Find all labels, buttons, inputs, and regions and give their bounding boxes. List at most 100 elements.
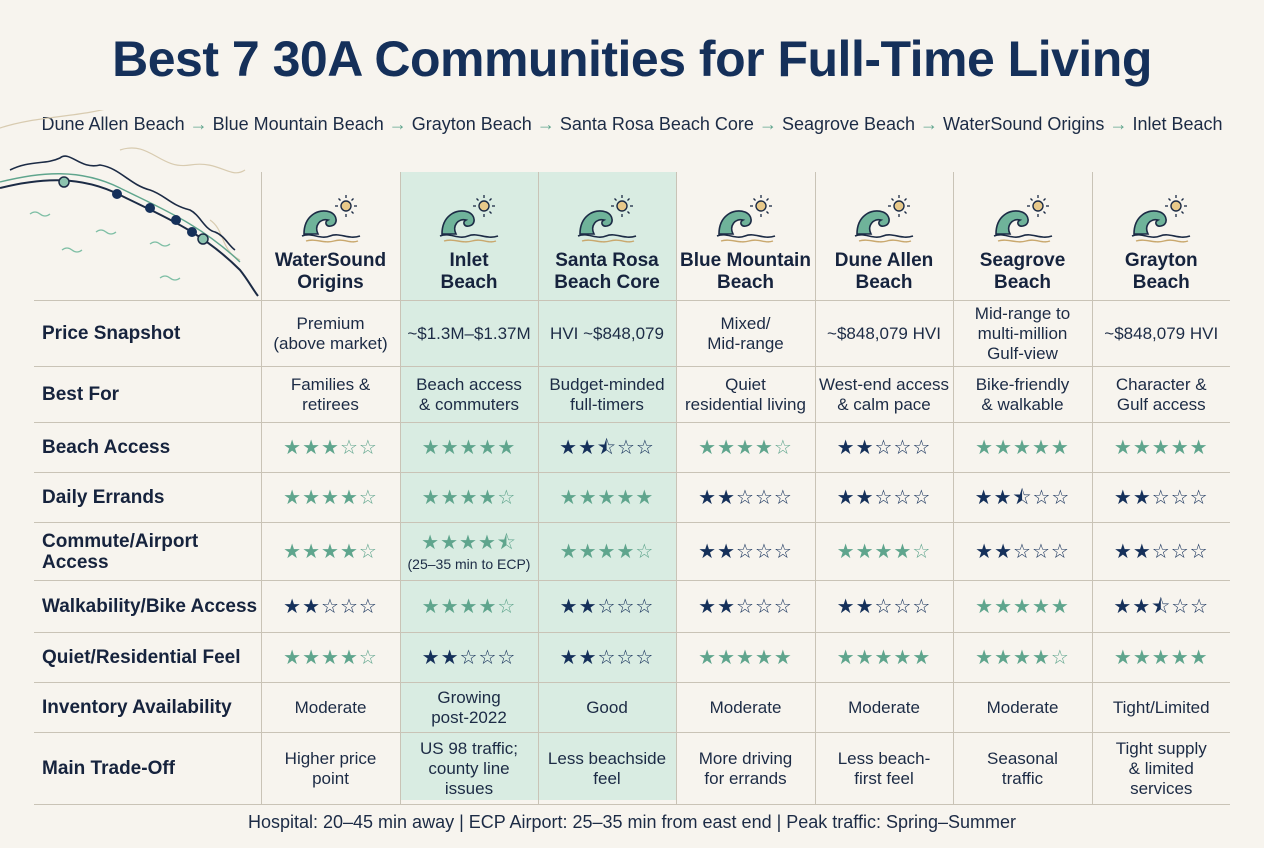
- column-title: WaterSound Origins: [274, 250, 387, 293]
- column-title: Santa Rosa Beach Core: [554, 250, 660, 293]
- rating-note: (25–35 min to ECP): [407, 555, 531, 572]
- star-rating-icon: ★★☆☆☆: [421, 644, 517, 669]
- column-header: Blue Mountain Beach: [675, 172, 815, 301]
- table-cell: Premium (above market): [260, 300, 400, 367]
- table-cell: Mixed/Mid-range: [675, 300, 815, 367]
- table-row: Inventory Availability Moderate Growing pos…: [34, 682, 1230, 733]
- table-cell: Mid-range to multi-million Gulf-view: [952, 300, 1092, 367]
- table-cell: Moderate: [814, 682, 953, 733]
- column-title: Seagrove Beach: [979, 250, 1066, 293]
- rating-cell: ★★★★☆: [260, 472, 400, 523]
- star-rating-icon: ★★⯪☆☆: [1113, 593, 1210, 618]
- column-title: Grayton Beach: [1124, 250, 1198, 293]
- rating-cell: ★★★☆☆: [260, 422, 400, 473]
- rating-cell: ★★★★☆: [260, 522, 400, 581]
- route-stop: Dune Allen Beach: [41, 114, 185, 134]
- rating-cell: ★★★★☆: [952, 632, 1092, 683]
- footer-note: Hospital: 20–45 min away | ECP Airport: …: [247, 812, 1017, 832]
- wave-sun-icon: [993, 195, 1052, 243]
- table-cell: More driving for errands: [675, 732, 815, 805]
- star-rating-icon: ★★★★★: [559, 484, 655, 509]
- rating-cell: ★★☆☆☆: [814, 422, 953, 473]
- route-stop: WaterSound Origins: [943, 114, 1105, 134]
- rating-cell: ★★☆☆☆: [1091, 522, 1230, 581]
- column-header: Seagrove Beach: [952, 172, 1092, 301]
- table-cell: Less beach-first feel: [814, 732, 953, 805]
- table-cell: HVI ~$848,079: [537, 300, 676, 367]
- rating-cell: ★★⯪☆☆: [1091, 580, 1230, 633]
- star-rating-icon: ★★★★★: [1113, 434, 1209, 459]
- rating-cell: ★★★★☆: [537, 522, 676, 581]
- table-row: Main Trade-Off Higher price point US 98 tra…: [34, 732, 1230, 805]
- rating-cell: ★★☆☆☆: [675, 580, 815, 633]
- table-cell: Budget-minded full-timers: [537, 366, 676, 423]
- rating-cell: ★★⯪☆☆: [952, 472, 1092, 523]
- star-rating-icon: ★★★★☆: [975, 644, 1070, 669]
- rating-cell: ★★☆☆☆: [537, 580, 676, 633]
- rating-cell: ★★★★★: [952, 580, 1092, 633]
- star-rating-icon: ★★★★★: [1113, 644, 1209, 669]
- rating-cell: ★★★★☆: [260, 632, 400, 683]
- star-rating-icon: ★★☆☆☆: [559, 644, 655, 669]
- star-rating-icon: ★★★★⯪: [421, 529, 517, 554]
- star-rating-icon: ★★☆☆☆: [836, 593, 932, 618]
- rating-cell: ★★★★☆: [675, 422, 815, 473]
- star-rating-icon: ★★☆☆☆: [836, 484, 932, 509]
- table-cell: Less beachside feel: [537, 732, 676, 805]
- comparison-table: WaterSound Origins Inlet Beach Santa Rosa Bea…: [34, 172, 1230, 805]
- star-rating-icon: ★★★★☆: [283, 644, 378, 669]
- route-stop: Blue Mountain Beach: [212, 114, 384, 134]
- table-cell: ~$1.3M–$1.37M: [399, 300, 538, 367]
- star-rating-icon: ★★☆☆☆: [698, 593, 793, 618]
- rating-cell: ★★★★★: [537, 472, 676, 523]
- rating-cell: ★★☆☆☆: [1091, 472, 1230, 523]
- column-header: WaterSound Origins: [260, 172, 400, 301]
- rating-cell: ★★★★⯪ (25–35 min to ECP): [399, 522, 538, 581]
- star-rating-icon: ★★★☆☆: [283, 434, 378, 459]
- rating-cell: ★★⯪☆☆: [537, 422, 676, 473]
- wave-sun-icon: [1131, 195, 1191, 243]
- table-cell: Moderate: [260, 682, 400, 733]
- route-stop: Santa Rosa Beach Core: [559, 114, 754, 134]
- column-header: Grayton Beach: [1091, 172, 1230, 301]
- rating-cell: ★★☆☆☆: [675, 522, 815, 581]
- star-rating-icon: ★★★★☆: [698, 434, 793, 459]
- route-arrow-icon: →: [536, 114, 555, 134]
- table-cell: Moderate: [675, 682, 815, 733]
- star-rating-icon: ★★★★☆: [421, 484, 517, 509]
- rating-cell: ★★★★☆: [399, 472, 538, 523]
- route-arrow-icon: →: [189, 114, 208, 134]
- page-title: Best 7 30A Communities for Full-Time Liv…: [112, 31, 1152, 87]
- row-label: Commute/Airport Access: [34, 522, 261, 581]
- star-rating-icon: ★★★★★: [975, 434, 1070, 459]
- table-row: Daily Errands ★★★★☆ ★★★★☆ ★★★★★ ★★☆☆☆ ★★☆☆☆ ★★…: [34, 472, 1230, 523]
- star-rating-icon: ★★☆☆☆: [1113, 484, 1209, 509]
- star-rating-icon: ★★⯪☆☆: [559, 434, 655, 459]
- table-cell: West-end access & calm pace: [814, 366, 953, 423]
- table-cell: Tight supply & limited services: [1091, 732, 1230, 805]
- route-arrow-icon: →: [1109, 114, 1128, 134]
- table-row: Price Snapshot Premium (above market) ~$1.3…: [34, 300, 1230, 367]
- rating-cell: ★★☆☆☆: [814, 472, 953, 523]
- wave-sun-icon: [577, 195, 637, 243]
- table-cell: Growing post-2022: [399, 682, 538, 733]
- table-cell: US 98 traffic; county line issues: [399, 732, 538, 805]
- column-header: Dune Allen Beach: [814, 172, 953, 301]
- table-cell: Beach access & commuters: [399, 366, 538, 423]
- rating-cell: ★★★★☆: [814, 522, 953, 581]
- route-arrow-icon: →: [758, 114, 777, 134]
- route-breadcrumb: Dune Allen Beach → Blue Mountain Beach → Gra…: [0, 114, 1264, 135]
- table-row: Walkability/Bike Access ★★☆☆☆ ★★★★☆ ★★☆☆☆ ★★…: [34, 580, 1230, 633]
- route-stop: Inlet Beach: [1132, 114, 1223, 134]
- rating-cell: ★★★★★: [1091, 632, 1230, 683]
- star-rating-icon: ★★★★☆: [836, 538, 932, 563]
- star-rating-icon: ★★☆☆☆: [698, 538, 793, 563]
- rating-cell: ★★★★★: [675, 632, 815, 683]
- table-cell: Tight/Limited: [1091, 682, 1230, 733]
- rating-cell: ★★★★★: [399, 422, 538, 473]
- rating-cell: ★★★★★: [814, 632, 953, 683]
- rating-cell: ★★★★☆: [399, 580, 538, 633]
- table-cell: Families & retirees: [260, 366, 400, 423]
- star-rating-icon: ★★★★★: [836, 644, 932, 669]
- table-cell: Moderate: [952, 682, 1092, 733]
